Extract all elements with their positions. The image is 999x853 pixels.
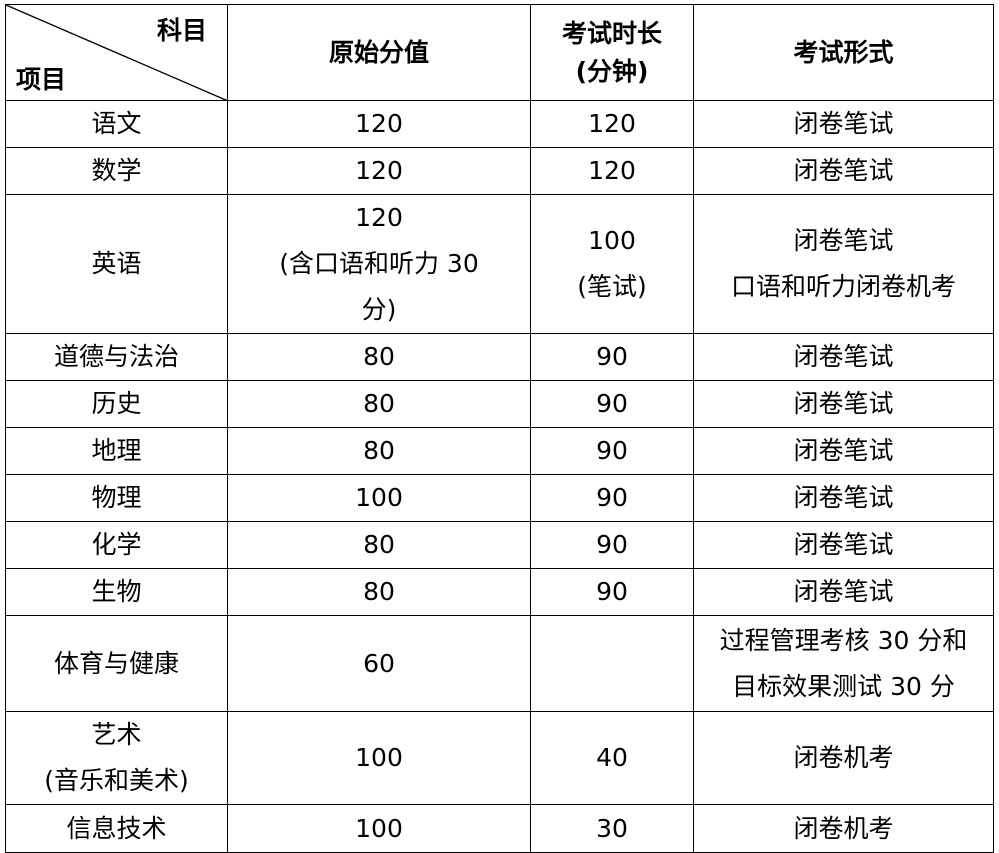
corner-item-label: 项目 <box>16 65 67 94</box>
cell-score: 120 <box>227 100 531 148</box>
cell-duration: 90 <box>530 474 694 522</box>
cell-subject: 历史 <box>5 380 228 428</box>
header-duration: 考试时长 (分钟) <box>530 4 694 101</box>
corner-header-cell: 科目 项目 <box>5 4 228 101</box>
table-row: 化学 80 90 闭卷笔试 <box>5 521 994 569</box>
cell-duration: 30 <box>530 804 694 853</box>
cell-form: 闭卷笔试 <box>693 568 994 616</box>
cell-score: 80 <box>227 568 531 616</box>
cell-form: 闭卷笔试 <box>693 147 994 195</box>
cell-form: 闭卷机考 <box>693 804 994 853</box>
cell-score: 80 <box>227 427 531 475</box>
cell-subject: 道德与法治 <box>5 333 228 381</box>
table-row: 数学 120 120 闭卷笔试 <box>5 147 994 195</box>
cell-duration: 90 <box>530 521 694 569</box>
table-row: 艺术 (音乐和美术) 100 40 闭卷机考 <box>5 711 994 805</box>
cell-score: 80 <box>227 521 531 569</box>
diagonal-divider <box>6 5 228 101</box>
cell-duration: 90 <box>530 333 694 381</box>
cell-form: 闭卷笔试 <box>693 100 994 148</box>
cell-score: 120 (含口语和听力 30 分) <box>227 194 531 334</box>
cell-duration: 40 <box>530 711 694 805</box>
cell-subject: 信息技术 <box>5 804 228 853</box>
table-row: 语文 120 120 闭卷笔试 <box>5 100 994 148</box>
table-row: 物理 100 90 闭卷笔试 <box>5 474 994 522</box>
cell-duration <box>530 615 694 712</box>
table-row: 信息技术 100 30 闭卷机考 <box>5 804 994 853</box>
cell-duration: 90 <box>530 568 694 616</box>
cell-form: 闭卷笔试 <box>693 427 994 475</box>
cell-subject: 语文 <box>5 100 228 148</box>
cell-score: 80 <box>227 333 531 381</box>
cell-duration: 120 <box>530 100 694 148</box>
cell-subject: 生物 <box>5 568 228 616</box>
cell-subject: 物理 <box>5 474 228 522</box>
cell-subject: 数学 <box>5 147 228 195</box>
cell-form: 闭卷笔试 口语和听力闭卷机考 <box>693 194 994 334</box>
corner-subject-label: 科目 <box>156 16 207 45</box>
table-row: 道德与法治 80 90 闭卷笔试 <box>5 333 994 381</box>
table-row: 体育与健康 60 过程管理考核 30 分和 目标效果测试 30 分 <box>5 615 994 712</box>
cell-duration: 120 <box>530 147 694 195</box>
header-duration-line2: (分钟) <box>575 56 649 86</box>
cell-form: 闭卷笔试 <box>693 380 994 428</box>
cell-form: 闭卷笔试 <box>693 521 994 569</box>
header-duration-line1: 考试时长 <box>561 18 662 48</box>
exam-subjects-table: 科目 项目 原始分值 考试时长 (分钟) 考试形式 语文 120 120 闭卷笔试 数学 1… <box>5 4 994 853</box>
table-row: 英语 120 (含口语和听力 30 分) 100 (笔试) 闭卷笔试 口语和听力闭卷机… <box>5 194 994 334</box>
cell-score: 100 <box>227 474 531 522</box>
cell-subject: 艺术 (音乐和美术) <box>5 711 228 805</box>
cell-form: 闭卷机考 <box>693 711 994 805</box>
table-row: 历史 80 90 闭卷笔试 <box>5 380 994 428</box>
table-row: 地理 80 90 闭卷笔试 <box>5 427 994 475</box>
cell-duration: 90 <box>530 427 694 475</box>
cell-score: 60 <box>227 615 531 712</box>
cell-score: 100 <box>227 804 531 853</box>
header-score: 原始分值 <box>227 4 531 101</box>
cell-subject: 化学 <box>5 521 228 569</box>
cell-duration: 100 (笔试) <box>530 194 694 334</box>
cell-score: 120 <box>227 147 531 195</box>
cell-duration: 90 <box>530 380 694 428</box>
cell-form: 过程管理考核 30 分和 目标效果测试 30 分 <box>693 615 994 712</box>
cell-score: 80 <box>227 380 531 428</box>
cell-form: 闭卷笔试 <box>693 474 994 522</box>
table-header-row: 科目 项目 原始分值 考试时长 (分钟) 考试形式 <box>5 4 994 101</box>
cell-subject: 地理 <box>5 427 228 475</box>
table-row: 生物 80 90 闭卷笔试 <box>5 568 994 616</box>
cell-subject: 体育与健康 <box>5 615 228 712</box>
header-form: 考试形式 <box>693 4 994 101</box>
cell-score: 100 <box>227 711 531 805</box>
cell-subject: 英语 <box>5 194 228 334</box>
cell-form: 闭卷笔试 <box>693 333 994 381</box>
